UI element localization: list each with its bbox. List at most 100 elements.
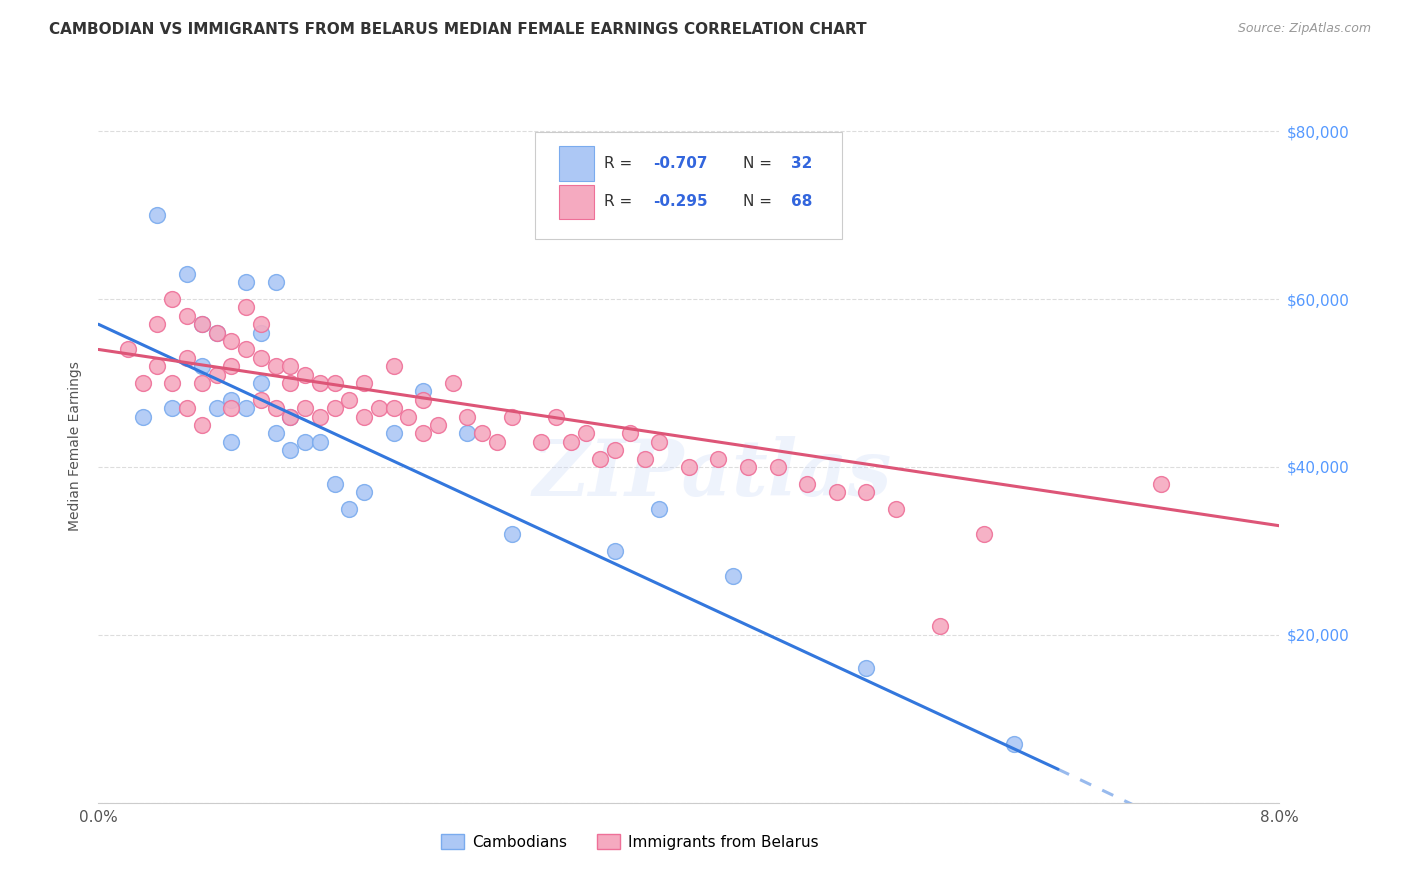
- Point: [264, 275, 287, 289]
- Point: [280, 409, 302, 424]
- Point: [205, 326, 228, 340]
- Point: [146, 318, 169, 332]
- Point: [707, 451, 730, 466]
- Point: [766, 460, 789, 475]
- Point: [457, 426, 479, 441]
- Point: [264, 401, 287, 416]
- Point: [132, 409, 155, 424]
- Point: [929, 619, 952, 633]
- Point: [855, 485, 877, 500]
- Point: [560, 434, 582, 449]
- Point: [471, 426, 494, 441]
- Point: [323, 376, 346, 390]
- Point: [353, 485, 375, 500]
- Point: [530, 434, 553, 449]
- Point: [294, 401, 316, 416]
- FancyBboxPatch shape: [536, 132, 842, 239]
- Point: [353, 409, 375, 424]
- Point: [634, 451, 657, 466]
- Point: [205, 401, 228, 416]
- Point: [353, 376, 375, 390]
- Point: [280, 359, 302, 374]
- Text: N =: N =: [744, 156, 778, 171]
- Point: [132, 376, 155, 390]
- Point: [339, 502, 361, 516]
- Point: [723, 569, 745, 583]
- Point: [162, 376, 183, 390]
- Point: [825, 485, 848, 500]
- Point: [441, 376, 464, 390]
- Point: [146, 208, 169, 222]
- Point: [250, 318, 273, 332]
- Point: [457, 409, 479, 424]
- Point: [427, 417, 450, 432]
- Point: [264, 359, 287, 374]
- Point: [294, 368, 316, 382]
- Text: 32: 32: [790, 156, 811, 171]
- FancyBboxPatch shape: [560, 146, 595, 180]
- Point: [796, 476, 818, 491]
- Legend: Cambodians, Immigrants from Belarus: Cambodians, Immigrants from Belarus: [434, 828, 825, 855]
- Point: [648, 434, 671, 449]
- Point: [176, 401, 198, 416]
- Point: [382, 401, 405, 416]
- Text: -0.707: -0.707: [654, 156, 709, 171]
- Point: [221, 359, 243, 374]
- Point: [250, 376, 273, 390]
- Point: [205, 368, 228, 382]
- Point: [1002, 737, 1025, 751]
- Text: ZIPatlas: ZIPatlas: [533, 436, 893, 513]
- Point: [191, 417, 214, 432]
- Point: [323, 401, 346, 416]
- Point: [605, 443, 627, 458]
- Point: [412, 426, 434, 441]
- Point: [501, 409, 523, 424]
- Point: [737, 460, 759, 475]
- Point: [205, 326, 228, 340]
- Text: N =: N =: [744, 194, 778, 210]
- Point: [309, 409, 332, 424]
- Point: [221, 401, 243, 416]
- Point: [235, 275, 257, 289]
- Point: [309, 434, 332, 449]
- Point: [221, 434, 243, 449]
- Text: Source: ZipAtlas.com: Source: ZipAtlas.com: [1237, 22, 1371, 36]
- Point: [855, 661, 877, 675]
- Point: [250, 351, 273, 365]
- Point: [323, 476, 346, 491]
- Point: [235, 301, 257, 315]
- Point: [146, 359, 169, 374]
- Point: [221, 334, 243, 348]
- Point: [589, 451, 612, 466]
- Point: [619, 426, 641, 441]
- Point: [486, 434, 509, 449]
- Point: [176, 309, 198, 323]
- Point: [221, 392, 243, 407]
- Point: [973, 527, 995, 541]
- Point: [191, 359, 214, 374]
- Point: [382, 359, 405, 374]
- Point: [191, 376, 214, 390]
- Point: [648, 502, 671, 516]
- Point: [678, 460, 700, 475]
- Point: [382, 426, 405, 441]
- Point: [176, 351, 198, 365]
- Y-axis label: Median Female Earnings: Median Female Earnings: [69, 361, 83, 531]
- Text: R =: R =: [605, 156, 637, 171]
- Point: [294, 434, 316, 449]
- Point: [575, 426, 598, 441]
- FancyBboxPatch shape: [560, 185, 595, 219]
- Text: R =: R =: [605, 194, 637, 210]
- Point: [412, 384, 434, 399]
- Point: [235, 401, 257, 416]
- Point: [264, 426, 287, 441]
- Point: [280, 443, 302, 458]
- Point: [162, 401, 183, 416]
- Point: [250, 392, 273, 407]
- Point: [191, 318, 214, 332]
- Point: [280, 376, 302, 390]
- Point: [884, 502, 907, 516]
- Point: [176, 267, 198, 281]
- Point: [250, 326, 273, 340]
- Point: [191, 318, 214, 332]
